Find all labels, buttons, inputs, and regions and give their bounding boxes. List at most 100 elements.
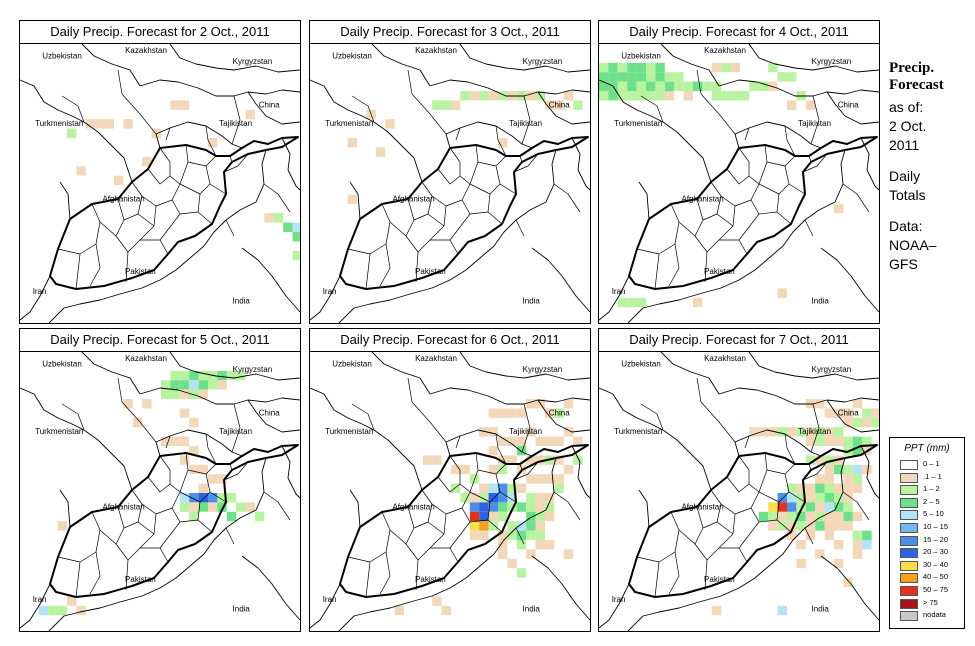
precip-cell: [636, 72, 646, 82]
precip-cell: [67, 596, 77, 606]
precip-cell: [664, 81, 675, 91]
precip-cell: [862, 464, 872, 475]
country-label: Pakistan: [704, 575, 735, 584]
afghanistan-border: [49, 444, 299, 598]
precip-cell: [516, 502, 527, 512]
country-border: [748, 44, 879, 73]
precip-cell: [843, 464, 853, 475]
legend-swatch: [900, 611, 918, 622]
precip-cell: [805, 511, 816, 522]
country-label: Uzbekistan: [42, 360, 82, 369]
province-border: [716, 213, 734, 227]
province-borders: [57, 377, 291, 598]
precip-cell: [871, 417, 879, 428]
country-border: [429, 387, 590, 405]
precip-cell: [189, 446, 199, 456]
precip-cell: [608, 62, 618, 73]
as-of-year: 2011: [889, 137, 920, 153]
country-label: Iran: [612, 595, 626, 604]
precip-cell: [469, 511, 480, 522]
precip-cell: [787, 511, 797, 522]
forecast-panel-oct-7: Daily Precip. Forecast for 7 Oct., 2011 …: [598, 328, 880, 632]
province-border: [75, 253, 81, 290]
province-border: [407, 69, 447, 135]
province-border: [718, 205, 736, 241]
province-border: [808, 155, 812, 163]
province-border: [461, 199, 489, 215]
precip-cell: [535, 474, 545, 484]
precip-cell: [488, 511, 498, 522]
map-canvas: Uzbekistan Kazakhstan Kyrgyzstan China Tajik…: [599, 44, 879, 323]
country-border: [247, 399, 300, 433]
legend-swatch: [900, 497, 918, 508]
precip-cell: [469, 530, 480, 540]
province-border: [696, 377, 736, 443]
country-border: [371, 352, 431, 395]
precip-cell: [573, 100, 583, 110]
country-label: Kyrgyzstan: [812, 57, 852, 66]
precip-cell: [777, 427, 787, 437]
province-border: [513, 153, 539, 173]
country-label: Turkmenistan: [325, 427, 373, 436]
precip-cell: [824, 483, 834, 493]
precip-cell: [273, 213, 284, 223]
province-border: [389, 198, 415, 237]
legend-swatch: [900, 560, 918, 571]
daily-label: Daily: [889, 168, 921, 184]
panel-title: Daily Precip. Forecast for 2 Oct., 2011: [19, 20, 301, 44]
precip-cell: [507, 493, 517, 503]
precip-cell: [498, 408, 508, 418]
precip-cell: [636, 91, 646, 101]
province-border: [636, 511, 680, 563]
province-border: [365, 561, 371, 598]
precip-cell: [76, 605, 86, 616]
province-border: [521, 403, 531, 453]
province-border: [515, 219, 525, 237]
precip-cell: [48, 605, 58, 616]
precip-cell: [787, 493, 797, 503]
precip-cell: [721, 91, 731, 101]
province-border: [788, 491, 806, 503]
precip-cell: [198, 380, 208, 390]
country-label: Afghanistan: [392, 194, 434, 203]
precip-cell: [824, 427, 834, 437]
legend-swatch: [900, 598, 918, 609]
precip-cell: [498, 530, 508, 540]
precip-cell: [834, 540, 844, 550]
precip-cell: [843, 502, 853, 512]
province-border: [636, 203, 680, 255]
precip-cell: [217, 474, 227, 484]
precip-cell: [843, 511, 853, 522]
province-border: [427, 521, 445, 535]
precip-cell: [655, 62, 665, 73]
precip-cell: [469, 493, 480, 503]
country-border: [734, 121, 822, 149]
precip-cell: [498, 511, 508, 522]
country-border: [20, 79, 133, 183]
afghanistan-border: [49, 136, 299, 290]
province-border: [694, 213, 760, 253]
country-border: [571, 137, 590, 191]
precip-cell: [208, 502, 218, 512]
forecast-panel-oct-5: Daily Precip. Forecast for 5 Oct., 2011 …: [19, 328, 301, 632]
province-border: [351, 95, 375, 123]
province-border: [738, 239, 748, 255]
precip-cell: [711, 81, 722, 91]
precip-cell: [554, 436, 564, 446]
precip-cell: [479, 483, 489, 493]
precip-cell: [451, 464, 461, 475]
precip-cell: [664, 91, 675, 101]
precip-cell: [730, 91, 740, 101]
province-border: [415, 251, 419, 283]
precip-cell: [617, 72, 628, 82]
afghanistan-border: [339, 136, 589, 290]
precip-cell: [498, 549, 508, 559]
province-border: [668, 551, 680, 595]
precip-cell: [554, 100, 564, 110]
precip-cell: [189, 464, 199, 475]
country-border: [429, 79, 590, 97]
country-border: [310, 583, 341, 629]
precip-cell: [526, 91, 536, 101]
precip-cell: [573, 455, 583, 465]
precip-cell: [787, 530, 797, 540]
